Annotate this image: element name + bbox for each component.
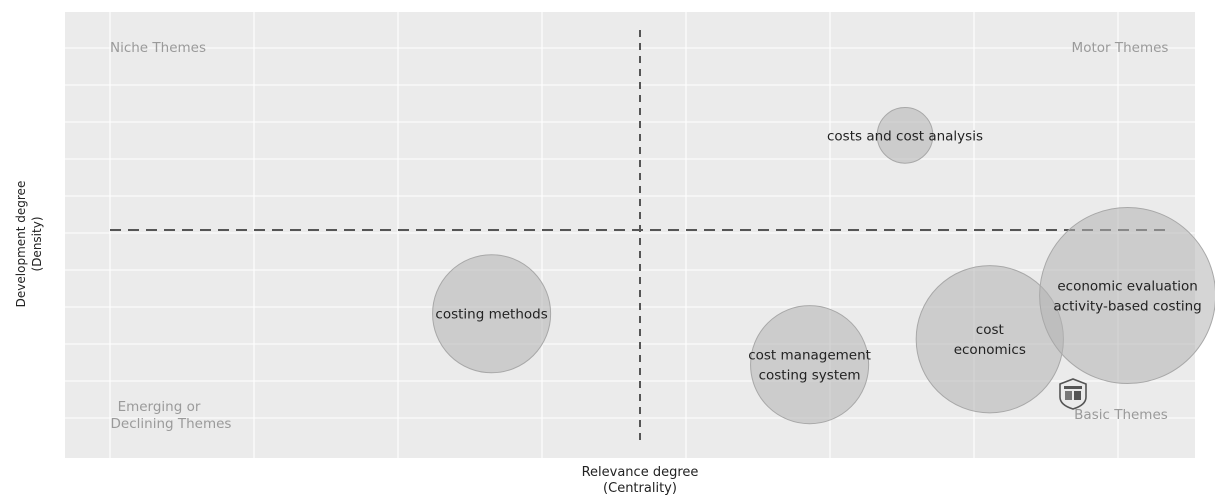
- y-axis-label-line1: Development degree: [14, 181, 28, 308]
- bubble-label: activity-based costing: [1053, 299, 1201, 315]
- bubble-labels: costs and cost analysis costing methods co…: [435, 128, 1201, 383]
- y-axis-label-line2: (Density): [30, 217, 44, 272]
- grid-lines: [65, 12, 1195, 458]
- quadrant-label-niche: Niche Themes: [110, 40, 206, 56]
- bubble-label: cost management: [748, 348, 871, 364]
- bubble-label: economic evaluation: [1057, 279, 1197, 295]
- bubble: [1039, 207, 1215, 384]
- axis-labels: Relevance degree (Centrality) Developmen…: [14, 181, 698, 496]
- quadrant-label-emerging-line1: Emerging or: [118, 399, 201, 415]
- bubble: [750, 305, 870, 425]
- bubble-label: cost: [976, 322, 1004, 338]
- bubble: [876, 107, 934, 164]
- quadrant-label-motor: Motor Themes: [1072, 40, 1169, 56]
- quadrant-dividers: [110, 30, 1170, 440]
- bubbles: [432, 107, 1215, 425]
- bubble-label: costing methods: [435, 307, 547, 323]
- shield-icon: [1059, 378, 1087, 410]
- quadrant-label-basic: Basic Themes: [1074, 407, 1168, 423]
- bubble-label: costing system: [759, 368, 861, 384]
- x-axis-label-line1: Relevance degree: [582, 465, 699, 480]
- x-axis-label-line2: (Centrality): [603, 481, 677, 496]
- bubble-label: economics: [954, 342, 1026, 358]
- bubble-label: costs and cost analysis: [827, 128, 983, 144]
- quadrant-label-emerging-line2: Declining Themes: [111, 416, 232, 432]
- quadrant-labels: Niche Themes Motor Themes Emerging orDecli…: [110, 40, 1168, 432]
- bubble: [432, 254, 552, 374]
